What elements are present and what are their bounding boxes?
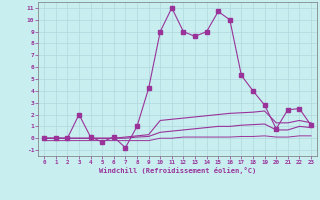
X-axis label: Windchill (Refroidissement éolien,°C): Windchill (Refroidissement éolien,°C): [99, 167, 256, 174]
